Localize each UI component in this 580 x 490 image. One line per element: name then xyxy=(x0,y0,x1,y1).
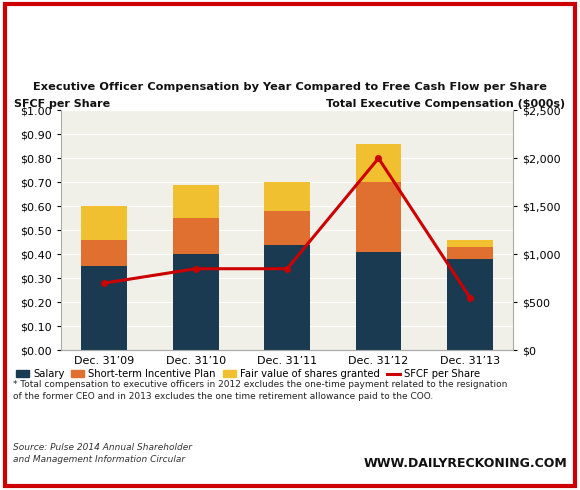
Text: WWW.DAILYRECKONING.COM: WWW.DAILYRECKONING.COM xyxy=(364,457,567,470)
Text: Source: Pulse 2014 Annual Shareholder
and Management Information Circular: Source: Pulse 2014 Annual Shareholder an… xyxy=(13,443,192,464)
Bar xyxy=(356,182,401,252)
Text: Total Executive Compensation ($000s): Total Executive Compensation ($000s) xyxy=(327,99,566,109)
Bar xyxy=(173,185,219,219)
Bar xyxy=(447,259,493,350)
Legend: Salary, Short-term Incentive Plan, Fair value of shares granted, SFCF per Share: Salary, Short-term Incentive Plan, Fair … xyxy=(12,365,484,383)
Bar xyxy=(81,206,127,240)
Bar xyxy=(264,182,310,211)
Text: SFCF per Share: SFCF per Share xyxy=(14,99,111,109)
Bar xyxy=(356,252,401,350)
Text: Executive Officer Compensation by Year Compared to Free Cash Flow per Share: Executive Officer Compensation by Year C… xyxy=(33,82,547,92)
Bar xyxy=(173,219,219,254)
Text: * Total compensation to executive officers in 2012 excludes the one-time payment: * Total compensation to executive office… xyxy=(13,380,507,400)
Bar xyxy=(264,211,310,245)
Bar xyxy=(447,240,493,247)
Text: All About the Free Cash Flow: All About the Free Cash Flow xyxy=(21,35,383,55)
Bar xyxy=(447,247,493,259)
Bar xyxy=(173,254,219,350)
Bar xyxy=(264,245,310,350)
Bar xyxy=(356,144,401,182)
Bar xyxy=(81,267,127,350)
Bar xyxy=(81,240,127,267)
